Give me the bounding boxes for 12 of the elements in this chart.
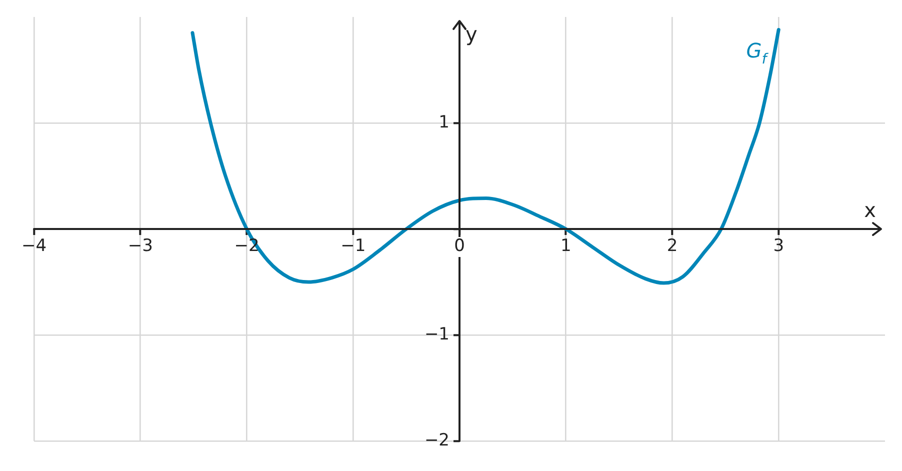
- y-tick-label: 1: [438, 112, 450, 132]
- x-tick-label: 2: [666, 236, 678, 256]
- x-tick-label: 0: [454, 236, 465, 256]
- y-tick-label: −1: [424, 324, 450, 344]
- x-tick-label: −4: [21, 236, 47, 256]
- x-tick-label: −3: [128, 236, 153, 256]
- y-tick-label: −2: [424, 430, 450, 450]
- x-tick-label: −1: [340, 236, 366, 256]
- x-tick-label: 1: [560, 236, 572, 256]
- x-tick-label: 3: [773, 236, 784, 256]
- x-axis-title: x: [864, 198, 876, 222]
- y-axis-title: y: [466, 22, 478, 46]
